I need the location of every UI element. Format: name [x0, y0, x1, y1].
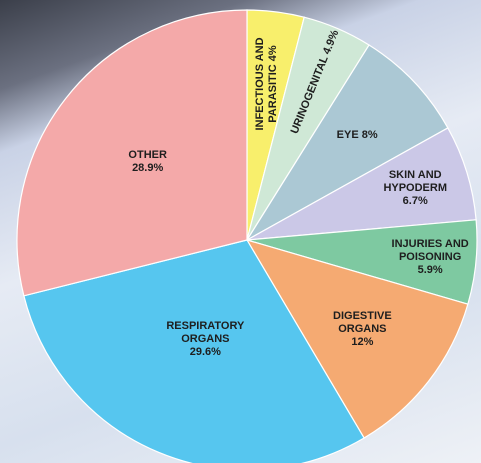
- value-label: 6.7%: [402, 194, 428, 207]
- value-label: 29.6%: [189, 346, 221, 359]
- category-label: INJURIES AND POISONING: [391, 238, 469, 264]
- category-label: OTHER: [128, 149, 167, 162]
- value-label: 4%: [266, 45, 279, 62]
- slice-label: EYE 8%: [312, 115, 402, 155]
- slice-label: INJURIES AND POISONING 5.9%: [385, 238, 475, 278]
- pie-slice: [16, 9, 248, 297]
- category-label: DIGESTIVE ORGANS: [333, 309, 392, 335]
- value-label: 28.9%: [132, 162, 164, 175]
- category-label: EYE: [336, 128, 359, 141]
- pie-slice: [23, 239, 365, 463]
- slice-label: DIGESTIVE ORGANS 12%: [322, 309, 402, 349]
- value-label: 8%: [361, 128, 378, 141]
- slice-label: SKIN AND HYPODERM 6.7%: [375, 168, 455, 208]
- pie-slice: [246, 44, 449, 241]
- category-label: RESPIRATORY ORGANS: [166, 320, 245, 346]
- slice-label: OTHER 28.9%: [108, 142, 188, 182]
- slice-label: RESPIRATORY ORGANS 29.6%: [160, 320, 250, 360]
- value-label: 4.9%: [320, 28, 341, 56]
- value-label: 12%: [351, 335, 374, 348]
- category-label: SKIN AND HYPODERM: [383, 168, 447, 194]
- pie-slice: [245, 239, 469, 439]
- value-label: 5.9%: [417, 264, 443, 277]
